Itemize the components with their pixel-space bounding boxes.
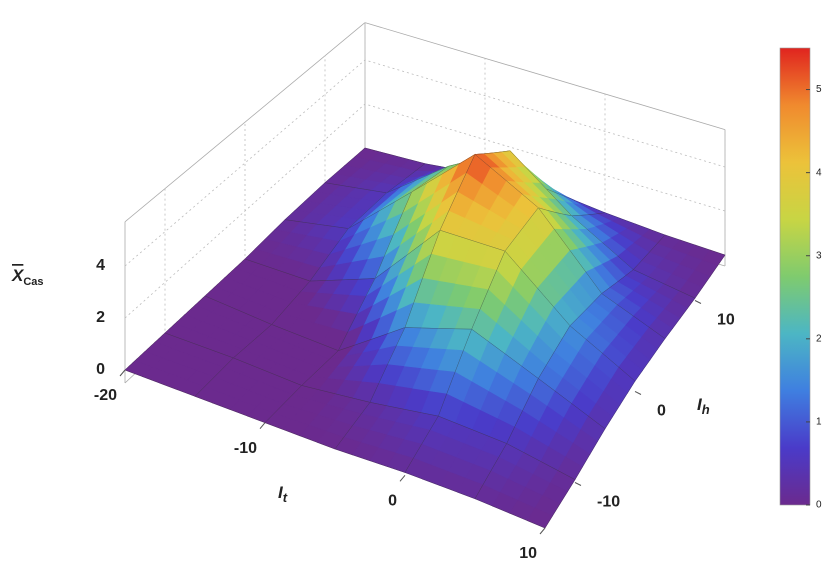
y-axis-label-main: I — [697, 395, 703, 414]
surface-cell — [284, 182, 388, 229]
colorbar-tick-label: 3 — [816, 250, 822, 261]
surface-cell — [537, 207, 634, 294]
y-tick — [574, 482, 582, 486]
x-tick — [119, 369, 126, 377]
x-tick — [259, 422, 266, 429]
z-axis-label: XCas — [11, 266, 44, 287]
z-axis-label-sub: Cas — [23, 276, 43, 288]
y-tick-label: -10 — [597, 494, 620, 511]
surface-cell — [509, 150, 607, 217]
surface-cell — [334, 402, 439, 473]
surface-cell — [506, 378, 606, 481]
surface-cell — [194, 357, 303, 424]
grid-line — [124, 59, 726, 267]
surface-cell — [204, 258, 311, 325]
surface-cell — [369, 327, 473, 417]
box-edge — [124, 22, 366, 223]
box-edge — [364, 22, 726, 130]
mesh-line — [474, 443, 576, 529]
colorbar-tick-label: 2 — [816, 333, 822, 344]
surface-cell — [601, 269, 696, 340]
surface-cell — [232, 324, 339, 386]
surface-cell — [439, 153, 539, 252]
colorbar-tick-label: 5 — [816, 84, 822, 95]
surface-cell — [537, 325, 636, 430]
colorbar-tick-label: 0 — [816, 500, 822, 511]
surface-cell — [244, 219, 349, 282]
x-axis-label: It — [278, 483, 288, 505]
x-tick-label: 0 — [388, 493, 397, 510]
z-tick-label: 4 — [96, 257, 105, 274]
y-tick — [634, 391, 642, 395]
surface — [124, 147, 726, 529]
y-tick — [694, 300, 702, 304]
colorbar-tick-label: 4 — [816, 167, 822, 178]
surface-cell — [570, 212, 666, 271]
surface-cell — [324, 147, 426, 194]
surface-cell — [264, 385, 371, 450]
surface-cell — [374, 153, 476, 280]
y-tick-label: 0 — [657, 403, 666, 420]
y-axis-label-sub: h — [702, 402, 710, 417]
x-tick-label: -20 — [94, 387, 117, 404]
surface-cell — [271, 278, 376, 352]
colorbar-tick-label: 1 — [816, 417, 822, 428]
y-axis-label: Ih — [697, 395, 710, 417]
z-tick-label: 0 — [96, 361, 105, 378]
x-tick — [539, 527, 546, 535]
y-tick-label: 10 — [717, 312, 735, 329]
colorbar — [779, 47, 811, 506]
surface-cell — [632, 234, 726, 299]
x-axis-label-main: I — [278, 483, 284, 502]
surface-cell — [569, 293, 666, 382]
x-tick-label: -10 — [234, 440, 257, 457]
z-tick-label: 2 — [96, 309, 105, 326]
x-tick-label: 10 — [519, 545, 537, 562]
surface-cell — [437, 328, 539, 444]
z-axis-label-main: X — [11, 266, 25, 285]
surface-cell — [164, 295, 273, 359]
surface-cell — [474, 443, 576, 529]
x-tick — [399, 475, 406, 482]
surface-cell — [337, 229, 441, 352]
surface-cell — [504, 207, 603, 327]
surface-cell — [474, 150, 573, 217]
x-axis-label-sub: t — [283, 490, 288, 505]
surface-cell — [404, 229, 506, 330]
